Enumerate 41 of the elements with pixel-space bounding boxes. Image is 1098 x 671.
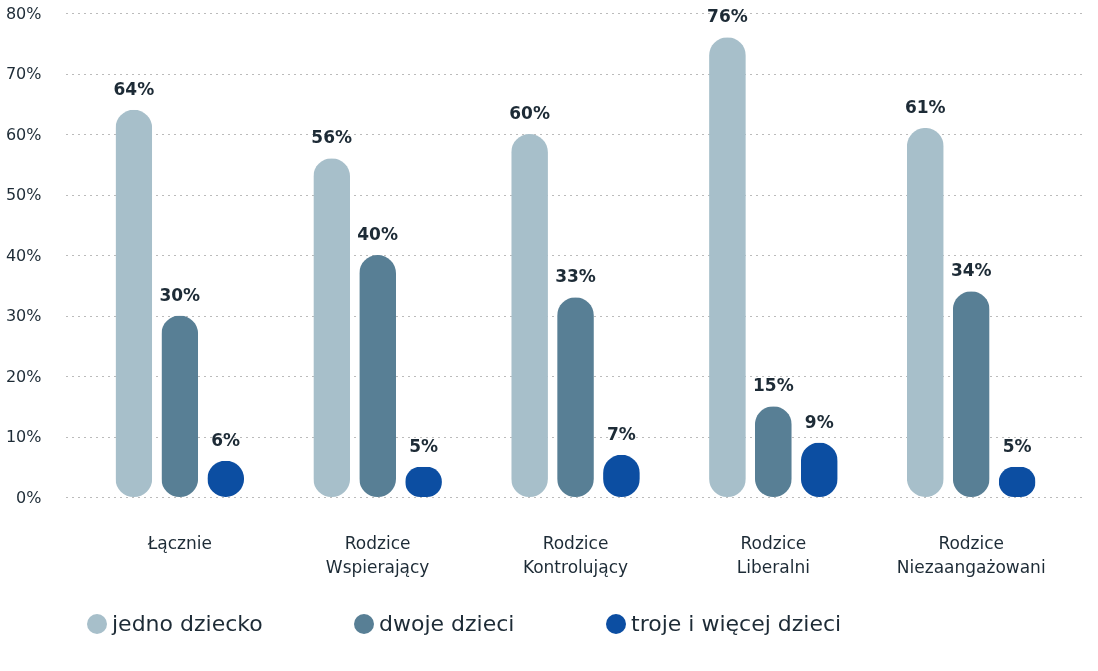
bar [313,158,351,497]
x-tick-label: Rodzice Liberalni [736,532,810,577]
data-label: 61% [904,96,946,117]
data-label: 6% [211,429,241,450]
data-label: 33% [555,266,596,287]
y-tick-label: 30% [5,306,42,325]
x-tick-label: Rodzice Kontrolujący [522,532,629,577]
bar [906,127,944,497]
bar [709,37,746,497]
y-tick-label: 40% [5,245,42,265]
data-label: 5% [1002,435,1032,456]
data-label: 7% [607,423,636,444]
legend-label: dwoje dzieci [379,611,515,636]
data-label: 64% [113,78,155,99]
data-label: 76% [707,6,748,27]
bar [511,134,548,497]
data-label: 40% [357,224,398,244]
bar [359,255,397,497]
y-tick-label: 0% [16,487,42,507]
y-tick-label: 80% [5,3,42,23]
y-tick-label: 70% [5,64,42,83]
y-tick-label: 10% [5,427,42,446]
x-tick-label: Łącznie [146,532,212,553]
data-label: 56% [311,127,353,148]
bar [115,109,153,497]
legend-label: jedno dziecko [111,611,263,636]
data-label: 5% [409,435,439,456]
data-label: 34% [950,260,992,281]
data-label: 30% [159,284,201,305]
y-tick-label: 60% [5,124,42,144]
y-tick-label: 20% [5,366,42,386]
y-tick-label: 50% [5,185,42,204]
x-tick-label: Rodzice Wspierający [325,532,430,577]
legend-label: troje i więcej dzieci [631,611,842,636]
data-label: 60% [509,103,550,123]
bar [557,297,594,497]
bar [952,291,990,497]
x-tick-label: Rodzice Niezaangażowani [896,532,1046,577]
data-label: 9% [804,411,834,432]
data-label: 15% [753,375,794,396]
bar [161,315,199,497]
